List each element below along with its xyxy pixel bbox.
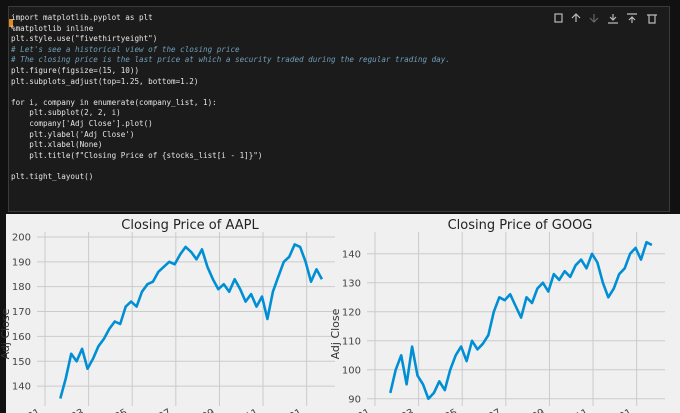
code-line: plt.subplots_adjust(top=1.25, bottom=1.2… [11, 76, 199, 86]
x-tick-label: 07 [157, 407, 174, 413]
x-tick-label: 05 [443, 407, 460, 413]
output-background [6, 214, 680, 413]
copy-icon[interactable] [554, 13, 563, 23]
code-line: plt.title(f"Closing Price of {stocks_lis… [11, 150, 263, 160]
y-tick-label: 170 [12, 307, 31, 318]
y-tick-label: 110 [342, 336, 361, 347]
y-tick-label: 130 [342, 278, 361, 289]
insert-above-icon[interactable] [608, 14, 618, 24]
x-tick-label: 11 [574, 407, 591, 413]
code-line: plt.subplot(2, 2, i) [11, 108, 121, 118]
price-line [59, 243, 324, 399]
y-tick-label: 100 [342, 365, 361, 376]
x-tick-label: 01 [356, 407, 373, 413]
code-line: plt.xlabel(None) [11, 140, 103, 150]
x-tick-label: 09 [530, 407, 547, 413]
y-axis-label: Adj Close [0, 308, 12, 359]
move-down-icon[interactable] [589, 14, 599, 23]
x-tick-label: 01 [618, 407, 635, 413]
code-line: company['Adj Close'].plot() [11, 118, 153, 128]
code-line: import matplotlib.pyplot as plt [11, 13, 153, 22]
x-tick-label: 05 [113, 407, 130, 413]
y-tick-label: 200 [12, 232, 31, 243]
x-tick-label: 07 [487, 407, 504, 413]
cell-marker [9, 19, 13, 27]
delete-icon[interactable] [647, 14, 657, 24]
code-line: for i, company in enumerate(company_list… [11, 97, 217, 107]
y-tick-label: 90 [348, 394, 361, 405]
code-line: plt.style.use("fivethirtyeight") [11, 34, 158, 44]
code-line: %matplotlib inline [11, 23, 94, 33]
cell-toolbar [554, 13, 657, 24]
y-tick-label: 150 [12, 357, 31, 368]
y-tick-label: 180 [12, 282, 31, 293]
y-tick-label: 120 [342, 307, 361, 318]
code-block: import matplotlib.pyplot as plt %matplotl… [11, 13, 450, 87]
price-line [389, 240, 653, 401]
cell-output: 140 150 160 170 180 190 200 01 03 05 07 09 11 01 Closi… [0, 214, 680, 413]
code-line: plt.figure(figsize=(15, 10)) [11, 65, 140, 75]
code-block: plt.tight_layout() [11, 172, 450, 183]
chart-title: Closing Price of AAPL [121, 218, 259, 233]
insert-below-icon[interactable] [627, 13, 637, 23]
y-axis-label: Adj Close [329, 308, 342, 359]
code-line: plt.tight_layout() [11, 171, 94, 181]
x-tick-label: 09 [200, 407, 217, 413]
x-tick-label: 03 [400, 407, 417, 413]
y-tick-label: 160 [12, 332, 31, 343]
code-line: plt.ylabel('Adj Close') [11, 129, 135, 139]
chart-title: Closing Price of GOOG [448, 218, 593, 233]
code-block: for i, company in enumerate(company_list… [11, 98, 450, 162]
y-tick-label: 140 [342, 249, 361, 260]
y-tick-label: 140 [12, 382, 31, 393]
x-tick-label: 11 [244, 407, 261, 413]
code-cell[interactable]: import matplotlib.pyplot as plt %matplotl… [8, 6, 670, 212]
move-up-icon[interactable] [571, 13, 581, 22]
x-tick-label: 03 [70, 407, 87, 413]
code-line: # Let's see a historical view of the clo… [11, 44, 240, 54]
x-tick-label: 01 [288, 407, 305, 413]
code-editor[interactable]: import matplotlib.pyplot as plt %matplotl… [11, 13, 450, 193]
x-tick-label: 01 [26, 407, 43, 413]
code-line: # The closing price is the last price at… [11, 55, 450, 65]
y-tick-label: 190 [12, 257, 31, 268]
